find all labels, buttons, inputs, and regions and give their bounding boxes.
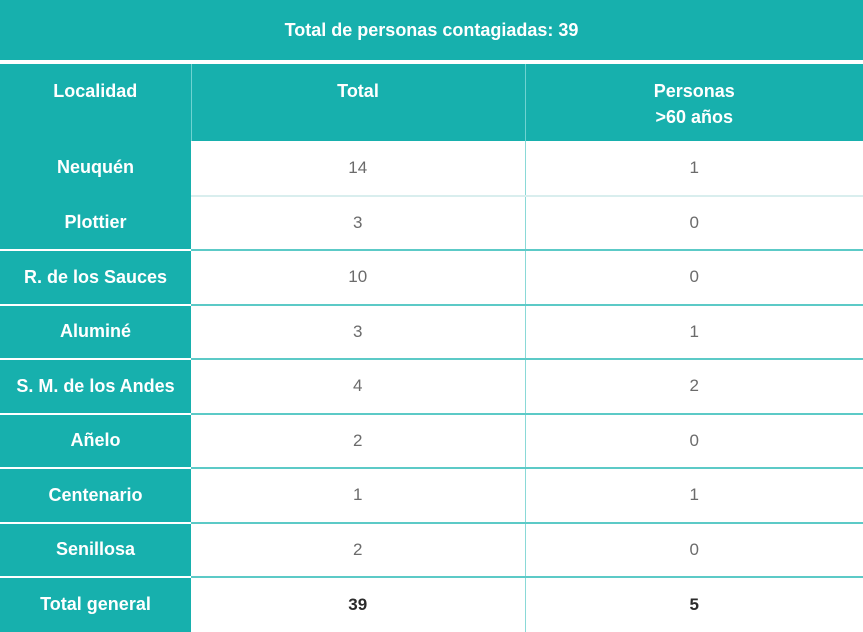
table-row: Plottier 3 0 [0,195,863,251]
table-row: Neuquén 14 1 [0,141,863,197]
cell-mayores: 1 [525,141,863,197]
cell-localidad: S. M. de los Andes [0,359,191,415]
table-row: Añelo 2 0 [0,413,863,469]
cell-total-mayores: 5 [689,594,699,614]
cell-total: 2 [191,522,526,578]
cell-total: 10 [191,250,526,306]
table-row: R. de los Sauces 10 0 [0,250,863,306]
cell-total: 4 [191,359,526,415]
header-localidad: Localidad [0,64,192,141]
cell-localidad: Senillosa [0,522,191,578]
header-mayores-line1: Personas [653,81,735,101]
cases-table: Localidad Total Personas >60 años Neuqué… [0,64,863,632]
cell-total: 14 [191,141,526,197]
cell-mayores: 0 [525,195,863,251]
cell-localidad: Centenario [0,468,191,524]
table-row: Senillosa 2 0 [0,522,863,578]
table-row: S. M. de los Andes 4 2 [0,359,863,415]
cell-mayores: 0 [525,250,863,306]
cell-localidad: Plottier [0,195,191,251]
cell-mayores: 0 [525,413,863,469]
cell-localidad: Neuquén [0,141,191,197]
cell-localidad: Añelo [0,413,191,469]
header-mayores-line2: >60 años [655,107,734,127]
cell-mayores: 2 [525,359,863,415]
cell-localidad: Aluminé [0,304,191,360]
cell-mayores: 1 [525,304,863,360]
cell-localidad: R. de los Sauces [0,250,191,306]
header-total: Total [191,64,526,141]
cell-total-sum: 39 [191,577,526,632]
cell-total: 3 [191,304,526,360]
cell-mayores: 0 [525,522,863,578]
cell-total: 3 [191,195,526,251]
total-row: Total general 39 5 [0,577,863,632]
cell-total: 1 [191,468,526,524]
cell-total: 2 [191,413,526,469]
table-row: Aluminé 3 1 [0,304,863,360]
cell-mayores: 1 [525,468,863,524]
header-row: Localidad Total Personas >60 años [0,64,863,141]
table-title: Total de personas contagiadas: 39 [0,0,863,62]
header-mayores-60: Personas >60 años [525,64,863,141]
table-row: Centenario 1 1 [0,468,863,524]
cell-total-label: Total general [0,577,191,632]
